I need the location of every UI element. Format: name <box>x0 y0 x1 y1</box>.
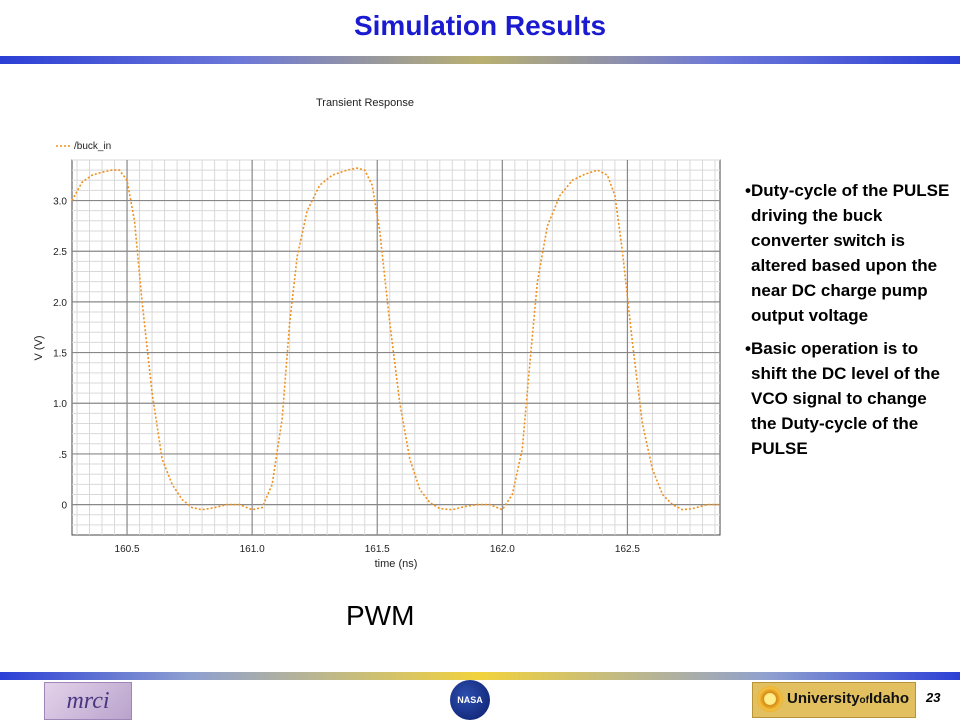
bullet-list: •Duty-cycle of the PULSE driving the buc… <box>745 178 955 469</box>
grid <box>72 159 720 535</box>
x-axis-label: time (ns) <box>375 558 418 570</box>
x-tick-label: 162.0 <box>490 544 515 555</box>
pwm-caption: PWM <box>346 600 415 631</box>
y-tick-label: 1.5 <box>53 349 67 360</box>
x-tick-label: 160.5 <box>115 544 140 555</box>
legend-label: /buck_in <box>74 141 111 152</box>
ticks: 160.5 161.0 161.5 162.0 162.5 3.0 2.5 2.0 1.5 1.0… <box>53 197 640 555</box>
y-tick-label: 1.0 <box>53 399 67 410</box>
university-of-idaho-logo: UniversityofIdaho <box>752 682 916 718</box>
top-gradient-bar <box>0 56 960 64</box>
bottom-gradient-bar <box>0 672 960 680</box>
bullet-item: •Duty-cycle of the PULSE driving the buc… <box>745 181 950 325</box>
y-tick-label: 0 <box>61 501 67 512</box>
y-tick-label: 3.0 <box>53 197 67 208</box>
x-tick-label: 161.5 <box>365 544 390 555</box>
x-tick-label: 162.5 <box>615 544 640 555</box>
slide-title: Simulation Results <box>353 10 607 41</box>
wordmark-university: University <box>787 690 860 707</box>
y-tick-label: 2.5 <box>53 247 67 258</box>
bullet-item: •Basic operation is to shift the DC leve… <box>745 339 940 458</box>
x-tick-label: 161.0 <box>240 544 265 555</box>
plot-area <box>71 159 721 536</box>
transient-response-chart: Transient Response /buck_in 160.5 161.0 16… <box>33 97 721 570</box>
series-buck-in-line <box>71 167 720 511</box>
y-tick-label: .5 <box>59 450 68 461</box>
wordmark-of: of <box>859 695 869 706</box>
legend: /buck_in <box>56 141 111 152</box>
nasa-logo: NASA <box>450 680 490 720</box>
mrci-logo: mrci <box>44 682 132 720</box>
sun-icon <box>757 686 783 712</box>
page-number: 23 <box>926 690 941 705</box>
y-tick-label: 2.0 <box>53 298 67 309</box>
y-axis-label: V (V) <box>33 335 45 360</box>
university-of-idaho-wordmark: UniversityofIdaho <box>787 690 909 707</box>
chart-title: Transient Response <box>316 97 414 109</box>
wordmark-idaho: Idaho <box>869 690 909 707</box>
